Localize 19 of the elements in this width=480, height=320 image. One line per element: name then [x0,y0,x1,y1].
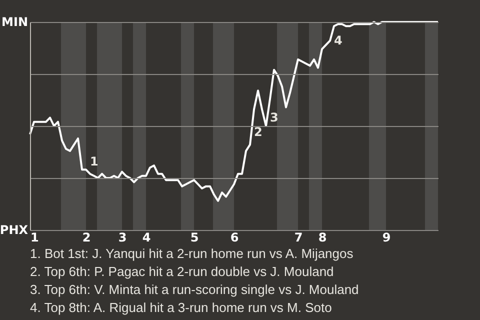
x-tick-label: 8 [318,230,327,244]
text: 3. Top 6th: V. Minta hit a run-scoring single vs J. Mouland [30,281,359,299]
x-tick-label: 9 [382,230,391,244]
x-tick-label: 7 [294,230,303,244]
x-tick-label: 2 [82,230,91,244]
text: 4. Top 8th: A. Rigual hit a 3-run home run vs M. Soto [30,299,333,317]
text: 1. Bot 1st: J. Yanqui hit a 2-run home run vs A. Mijangos [30,245,354,263]
x-tick-label: 1 [30,230,39,244]
text: MIN [2,15,28,29]
annotation: 4 [334,34,342,48]
x-tick-label: 4 [142,230,151,244]
text: PHX [0,223,29,237]
x-tick-label: 5 [190,230,199,244]
annotation: 2 [254,125,262,140]
x-tick-label: 6 [230,230,239,244]
annotation: 3 [270,110,278,125]
text: 2. Top 6th: P. Pagac hit a 2-run double vs J. Mouland [30,263,335,281]
x-tick-label: 3 [118,230,127,244]
annotation: 1 [90,154,98,168]
